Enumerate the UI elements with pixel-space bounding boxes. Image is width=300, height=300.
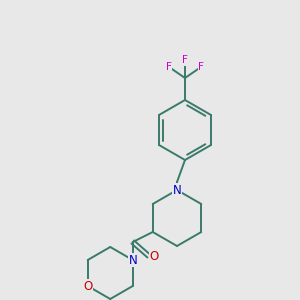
Text: O: O <box>149 250 158 262</box>
Text: N: N <box>128 254 137 266</box>
Text: N: N <box>172 184 182 196</box>
Text: F: F <box>166 62 172 72</box>
Text: O: O <box>83 280 92 292</box>
Text: F: F <box>182 55 188 65</box>
Text: F: F <box>198 62 204 72</box>
